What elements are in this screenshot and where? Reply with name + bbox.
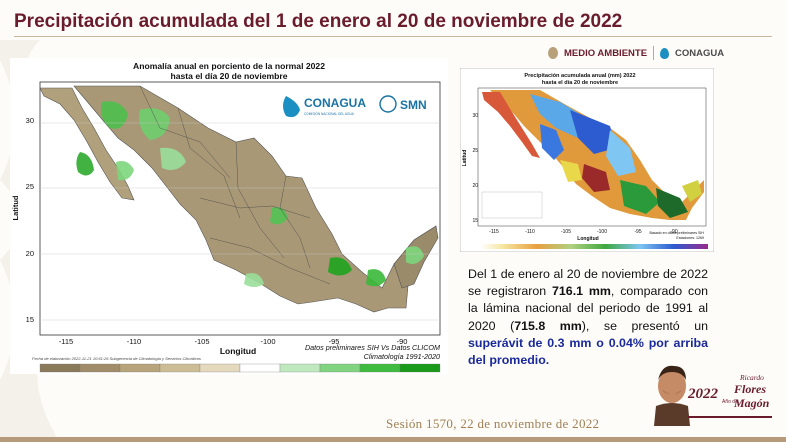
legend-swatch [79,363,121,373]
small-x-axis-label: Longitud [577,236,598,242]
small-x-tick: -95 [634,229,641,235]
conagua-drop-icon [660,47,670,59]
legend-swatch [159,363,201,373]
flores-magon-emblem: 2022 Año de Ricardo Flores Magón [654,365,772,426]
legend-swatch [199,363,241,373]
emblem-name2: Flores [733,382,766,396]
legend-swatch [399,363,441,373]
conagua-logo-label: CONAGUA [304,96,366,110]
conagua-logo-subtitle: COMISIÓN NACIONAL DEL AGUA [304,111,355,116]
small-y-tick: 20 [472,183,478,189]
small-map-inset-legend [481,191,543,219]
legend-swatch [119,363,161,373]
title-divider [14,36,772,37]
emblem-name3: Magón [733,396,770,410]
legend-swatch [39,363,81,373]
legend-tick: 115 [260,373,272,374]
small-map-stations: Estaciones: 1269 [676,236,704,240]
surplus-highlight: superávit de 0.3 mm o 0.04% por arriba d… [468,335,708,368]
data-source-line1: Datos preliminares SIH Vs Datos CLICOM [305,343,440,352]
data-source-line2: Climatología 1991-2020 [364,352,440,361]
y-axis-label: Latitud [11,195,20,220]
summary-text: ), se presentó un [581,318,708,333]
y-tick-label: 30 [26,116,34,125]
legend-swatch [319,363,361,373]
logo-separator [653,46,655,60]
slide-title: Precipitación acumulada del 1 de enero a… [14,11,623,32]
small-y-tick: 25 [472,148,478,154]
y-tick-label: 15 [26,315,34,324]
summary-text: , comparado con la lámina nacional del p… [468,284,709,333]
legend-tick: 175 [377,373,390,374]
y-tick-label: 25 [26,182,34,191]
summary-text: Del 1 de enero al 20 de noviembre de 202… [468,267,708,299]
legend-swatch [279,363,321,373]
small-map-note: Basado en datos preliminares SIH [649,231,704,235]
positive-anomaly-areas [76,101,424,287]
state-borders [139,85,331,285]
emblem-year-word: Año de [722,399,738,405]
legend-tick: 50 [129,373,137,374]
map-title-line1: Anomalía anual en porciento de la normal… [133,61,325,71]
summary-paragraph: Del 1 de enero al 20 de noviembre de 202… [468,266,708,369]
value-normal: 715.8 mm [514,318,582,333]
x-tick-label: -115 [59,337,73,346]
small-x-tick: -105 [561,229,571,235]
anomaly-map: Anomalía anual en porciento de la normal… [10,58,448,374]
conagua-map-logo: CONAGUA COMISIÓN NACIONAL DEL AGUA SMN [278,88,436,122]
conagua-logo-text: CONAGUA [675,47,725,59]
small-map-title-line2: hasta el día 20 de noviembre [542,80,618,86]
small-y-tick: 15 [472,218,478,224]
x-tick-label: -110 [127,337,141,346]
bottom-bar [0,437,786,442]
legend-swatch [359,363,401,373]
precipitation-field [482,90,704,220]
legend-tick: 75 [168,373,176,374]
value-2022: 716.1 mm [552,284,611,299]
eagle-seal-icon [548,47,558,59]
small-x-tick: -100 [597,229,607,235]
accumulated-precipitation-map: Precipitación acumulada anual (mm) 2022 … [460,68,714,252]
map-title-line2: hasta el día 20 de noviembre [170,71,287,81]
session-footer: Sesión 1570, 22 de noviembre de 2022 [386,416,600,431]
small-x-tick: -110 [525,229,535,235]
small-y-axis-label: Latitud [462,150,468,167]
smn-logo-label: SMN [400,98,427,112]
map-gridlines [40,122,440,321]
government-logos: MEDIO AMBIENTE CONAGUA [548,46,724,60]
x-tick-label: -105 [194,337,209,346]
emblem-name1: Ricardo [739,373,764,382]
x-tick-label: -90 [397,337,408,346]
small-x-tick: -115 [489,229,499,235]
legend-tick: 150 [338,373,351,374]
legend-tick: 85 [207,373,215,374]
elaboration-date: Fecha de elaboración 2022-11-21 10:51:26… [32,356,201,361]
x-tick-label: -95 [329,337,340,346]
legend-tick: 25 [90,373,98,374]
conagua-drop-icon [283,96,300,118]
x-axis-label: Longitud [220,346,256,356]
small-x-tick: -90 [670,229,677,235]
portrait-icon [654,365,690,426]
medio-ambiente-logo: MEDIO AMBIENTE [564,47,648,59]
emblem-year: 2022 [687,386,719,402]
anomaly-legend [39,363,441,373]
legend-tick: 125 [299,373,312,374]
small-y-tick: 30 [472,113,478,119]
x-tick-label: -100 [260,337,275,346]
legend-swatch [239,363,281,373]
small-map-title-line1: Precipitación acumulada anual (mm) 2022 [524,73,635,79]
precipitation-legend [480,244,708,249]
y-tick-label: 20 [26,249,34,258]
smn-sun-icon [379,95,397,113]
